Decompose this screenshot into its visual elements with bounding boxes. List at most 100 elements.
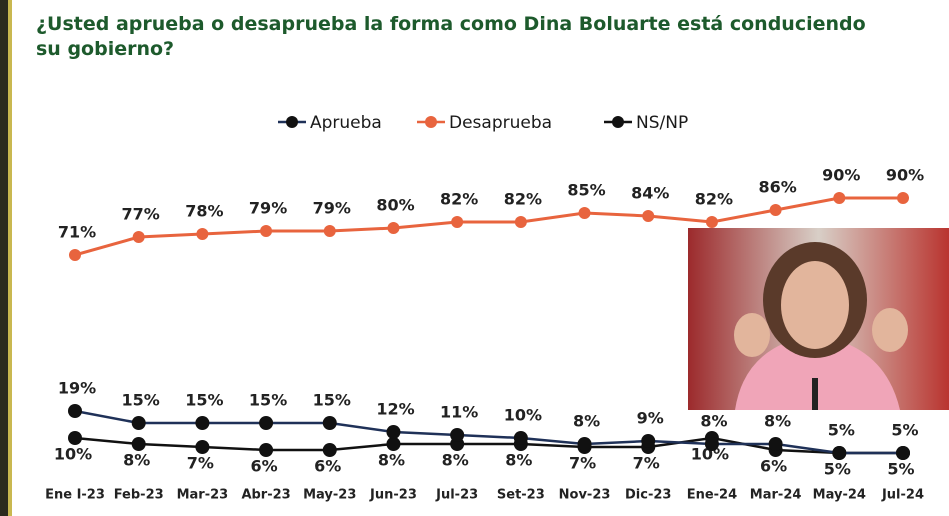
data-label: 8% — [764, 412, 791, 431]
data-label: 80% — [376, 196, 414, 215]
point — [769, 437, 783, 451]
legend-label: Aprueba — [310, 113, 382, 133]
point — [832, 446, 846, 460]
data-label: 5% — [828, 421, 855, 440]
x-tick-label: Jul-24 — [881, 488, 924, 503]
point — [195, 416, 209, 430]
data-label: 6% — [250, 457, 277, 476]
point — [259, 443, 273, 457]
data-label: 7% — [187, 454, 214, 473]
legend-marker — [612, 116, 624, 128]
x-tick-label: Jun-23 — [369, 488, 417, 503]
point — [133, 231, 145, 243]
data-label: 84% — [631, 184, 669, 203]
x-tick-label: Nov-23 — [559, 488, 611, 503]
data-label: 7% — [569, 454, 596, 473]
data-label: 10% — [54, 445, 92, 464]
legend-label: Desaprueba — [449, 113, 552, 133]
photo-hand — [734, 313, 770, 357]
point — [514, 431, 528, 445]
photo — [688, 228, 949, 410]
data-label: 9% — [637, 409, 664, 428]
point — [515, 216, 527, 228]
x-tick-label: Feb-23 — [114, 488, 164, 503]
data-label: 86% — [758, 178, 796, 197]
data-label: 5% — [824, 460, 851, 479]
x-tick-label: Ene I-23 — [45, 488, 105, 503]
data-label: 7% — [633, 454, 660, 473]
point — [896, 446, 910, 460]
point — [260, 225, 272, 237]
data-label: 12% — [376, 400, 414, 419]
point — [451, 216, 463, 228]
legend-marker — [425, 116, 437, 128]
point — [450, 428, 464, 442]
point — [259, 416, 273, 430]
data-label: 8% — [573, 412, 600, 431]
data-label: 82% — [504, 190, 542, 209]
legend-label: NS/NP — [636, 113, 688, 133]
point — [195, 440, 209, 454]
data-label: 85% — [567, 181, 605, 200]
x-tick-label: May-23 — [303, 488, 356, 503]
x-tick-label: Jul-23 — [435, 488, 478, 503]
point — [770, 204, 782, 216]
data-label: 15% — [122, 391, 160, 410]
data-label: 8% — [700, 412, 727, 431]
point — [641, 434, 655, 448]
point — [324, 225, 336, 237]
data-label: 79% — [313, 199, 351, 218]
data-label: 6% — [760, 457, 787, 476]
point — [68, 431, 82, 445]
point — [386, 425, 400, 439]
data-label: 8% — [505, 451, 532, 470]
x-tick-label: Mar-23 — [177, 488, 229, 503]
point — [706, 216, 718, 228]
point — [833, 192, 845, 204]
photo-face — [781, 261, 849, 349]
data-label: 8% — [123, 451, 150, 470]
point — [642, 210, 654, 222]
point — [579, 207, 591, 219]
point — [386, 437, 400, 451]
data-label: 71% — [58, 223, 96, 242]
x-tick-label: Mar-24 — [750, 488, 802, 503]
data-label: 15% — [185, 391, 223, 410]
x-tick-label: May-24 — [813, 488, 866, 503]
data-label: 90% — [886, 166, 924, 185]
photo-microphone — [812, 378, 818, 410]
data-label: 6% — [314, 457, 341, 476]
data-label: 82% — [440, 190, 478, 209]
legend-marker — [286, 116, 298, 128]
x-tick-label: Ene-24 — [687, 488, 737, 503]
point — [69, 249, 81, 261]
x-tick-label: Set-23 — [497, 488, 545, 503]
data-label: 90% — [822, 166, 860, 185]
point — [387, 222, 399, 234]
point — [578, 437, 592, 451]
data-label: 77% — [122, 205, 160, 224]
data-label: 5% — [891, 421, 918, 440]
frame-left — [0, 0, 8, 516]
chart: ¿Usted aprueba o desaprueba la forma com… — [0, 0, 949, 516]
photo-hand — [872, 308, 908, 352]
x-tick-label: Abr-23 — [241, 488, 290, 503]
point — [132, 437, 146, 451]
data-label: 15% — [313, 391, 351, 410]
point — [897, 192, 909, 204]
point — [323, 416, 337, 430]
point — [196, 228, 208, 240]
point — [132, 416, 146, 430]
data-label: 19% — [58, 379, 96, 398]
data-label: 8% — [442, 451, 469, 470]
point — [323, 443, 337, 457]
data-label: 82% — [695, 190, 733, 209]
point — [68, 404, 82, 418]
x-tick-label: Dic-23 — [625, 488, 671, 503]
data-label: 10% — [504, 406, 542, 425]
data-label: 11% — [440, 403, 478, 422]
data-label: 8% — [378, 451, 405, 470]
data-label: 79% — [249, 199, 287, 218]
data-label: 5% — [887, 460, 914, 479]
point — [705, 437, 719, 451]
